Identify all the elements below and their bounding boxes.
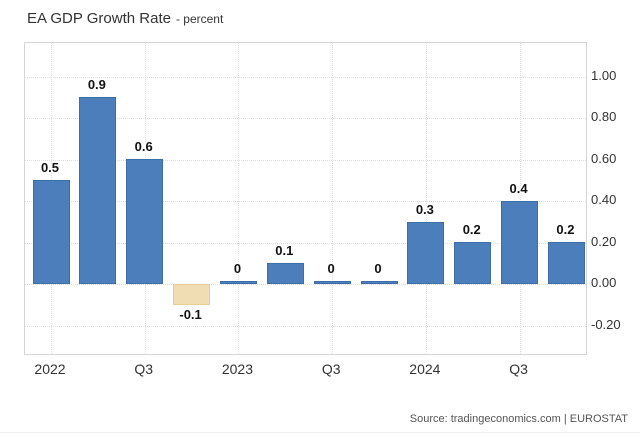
y-axis-label: 0.20: [591, 233, 617, 249]
gridline-vertical: [425, 43, 427, 354]
bar-value-label: 0.2: [462, 222, 481, 237]
bottom-divider: [0, 432, 640, 433]
x-axis-label: Q3: [509, 361, 528, 377]
gridline-horizontal: [25, 242, 586, 244]
bar[interactable]: [79, 97, 117, 284]
gridline-horizontal: [25, 284, 586, 285]
y-axis-label: 0.00: [591, 275, 617, 290]
gridline-vertical: [238, 43, 240, 354]
source-text: Source: tradingeconomics.com | EUROSTAT: [409, 413, 628, 425]
bar-value-label: 0.9: [87, 77, 106, 92]
y-axis-label: -0.20: [591, 316, 621, 332]
bar[interactable]: [407, 222, 445, 284]
gridline-vertical: [332, 43, 334, 354]
x-axis-label: 2024: [409, 361, 441, 377]
bar[interactable]: [501, 201, 539, 284]
x-axis-label: 2023: [221, 361, 254, 377]
bar-value-label: 0.3: [415, 202, 434, 217]
gridline-horizontal: [25, 118, 586, 119]
x-axis-label: Q3: [321, 361, 341, 377]
chart-header: EA GDP Growth Rate - percent: [27, 10, 223, 28]
bar-value-label: 0: [233, 261, 242, 276]
x-axis-label: 2022: [34, 361, 66, 377]
bar[interactable]: [313, 281, 351, 284]
bar[interactable]: [547, 242, 585, 284]
bar[interactable]: [126, 159, 164, 284]
bar[interactable]: [454, 242, 492, 284]
x-axis-label: Q3: [134, 361, 154, 377]
gridline-vertical: [519, 43, 521, 354]
bar[interactable]: [32, 180, 70, 284]
bar-value-label: 0.4: [509, 181, 528, 196]
bar[interactable]: [173, 284, 211, 305]
y-axis-label: 1.00: [591, 67, 617, 83]
bar-value-label: -0.1: [179, 307, 202, 322]
bar[interactable]: [266, 263, 304, 284]
y-axis-label: 0.40: [591, 192, 617, 207]
bar-value-label: 0: [374, 261, 382, 276]
gridline-horizontal: [25, 325, 586, 327]
bar-value-label: 0.6: [134, 139, 153, 154]
plot-area: [24, 42, 587, 355]
bar-value-label: 0.2: [556, 222, 575, 237]
chart-subtitle: - percent: [175, 12, 224, 26]
y-axis-label: 0.80: [591, 109, 617, 124]
bar[interactable]: [219, 281, 257, 284]
y-axis-label: 0.60: [591, 150, 617, 166]
bar-value-label: 0.1: [275, 243, 294, 258]
gridline-horizontal: [25, 159, 586, 161]
bar-value-label: 0: [327, 261, 335, 276]
bar[interactable]: [360, 281, 398, 284]
gridline-horizontal: [25, 76, 586, 78]
chart-title: EA GDP Growth Rate: [27, 10, 171, 27]
gridline-horizontal: [25, 201, 586, 202]
bar-value-label: 0.5: [40, 160, 60, 175]
